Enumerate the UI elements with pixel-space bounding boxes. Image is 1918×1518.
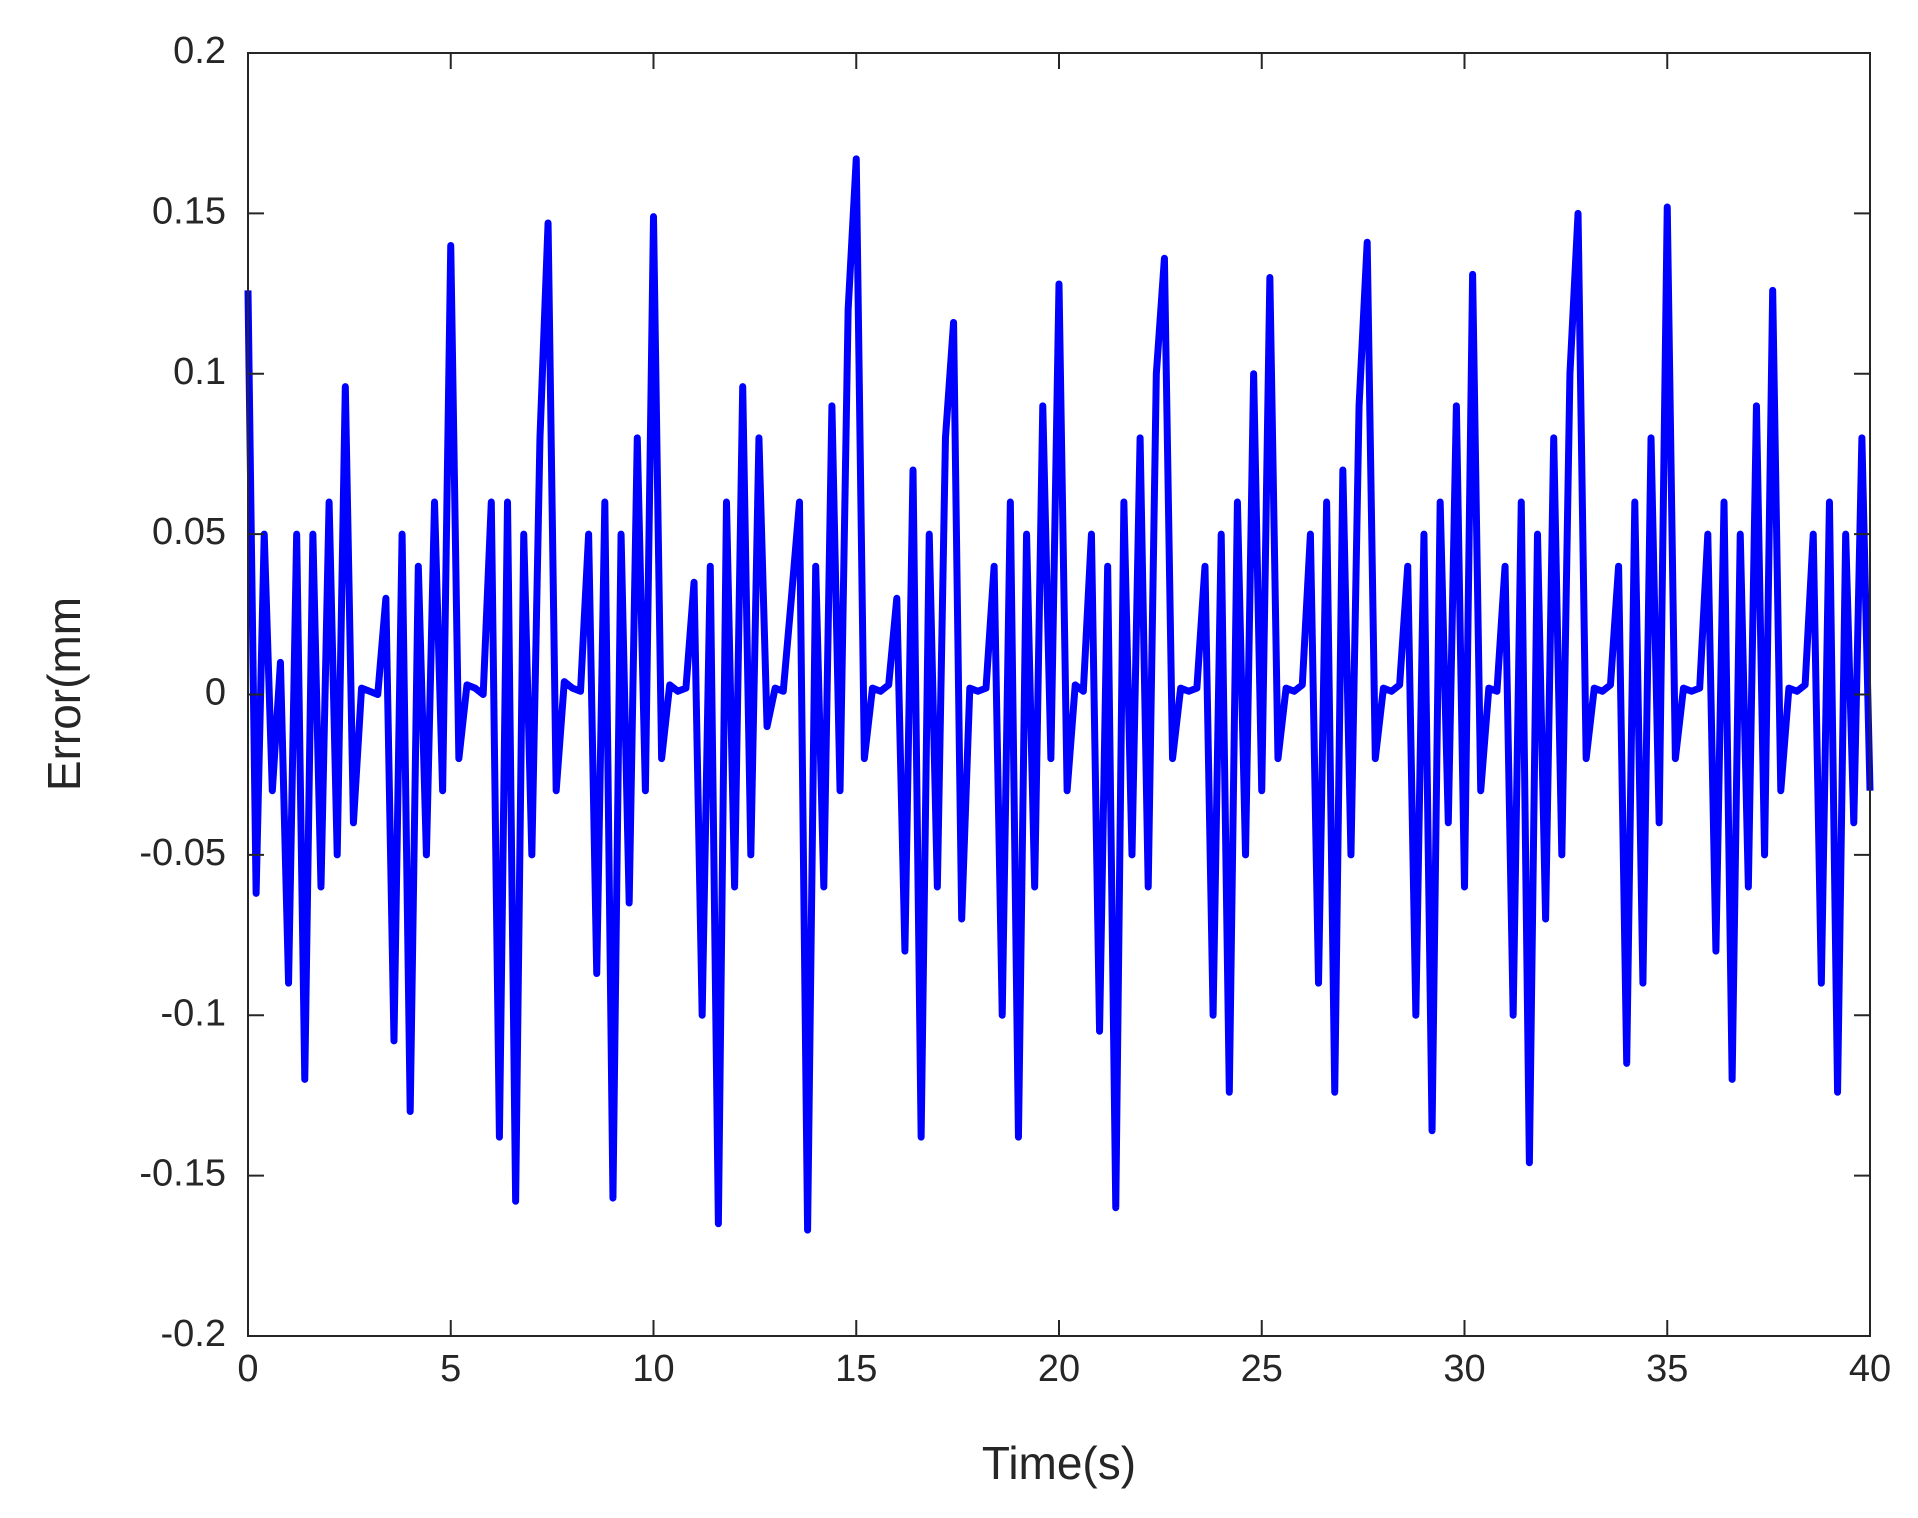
- x-tick-label: 30: [1443, 1348, 1485, 1390]
- x-tick-label: 0: [237, 1348, 258, 1390]
- x-tick-label: 35: [1646, 1348, 1688, 1390]
- y-tick-label: 0.05: [152, 511, 226, 553]
- y-tick-label: -0.05: [139, 832, 226, 874]
- x-tick-label: 25: [1241, 1348, 1283, 1390]
- y-tick-label: 0.1: [173, 351, 226, 393]
- y-tick-label: -0.15: [139, 1153, 226, 1195]
- y-tick-label: 0.15: [152, 190, 226, 232]
- x-tick-label: 10: [632, 1348, 674, 1390]
- y-tick-label: 0.2: [173, 30, 226, 72]
- x-axis-label: Time(s): [982, 1437, 1136, 1489]
- y-tick-label: 0: [205, 672, 226, 714]
- x-tick-label: 15: [835, 1348, 877, 1390]
- data-line: [244, 155, 1874, 1234]
- x-tick-label: 20: [1038, 1348, 1080, 1390]
- y-axis-label: Error(mm: [38, 597, 90, 791]
- y-tick-label: -0.1: [161, 992, 226, 1034]
- x-tick-label: 5: [440, 1348, 461, 1390]
- x-tick-label: 40: [1849, 1348, 1891, 1390]
- y-tick-label: -0.2: [161, 1313, 226, 1355]
